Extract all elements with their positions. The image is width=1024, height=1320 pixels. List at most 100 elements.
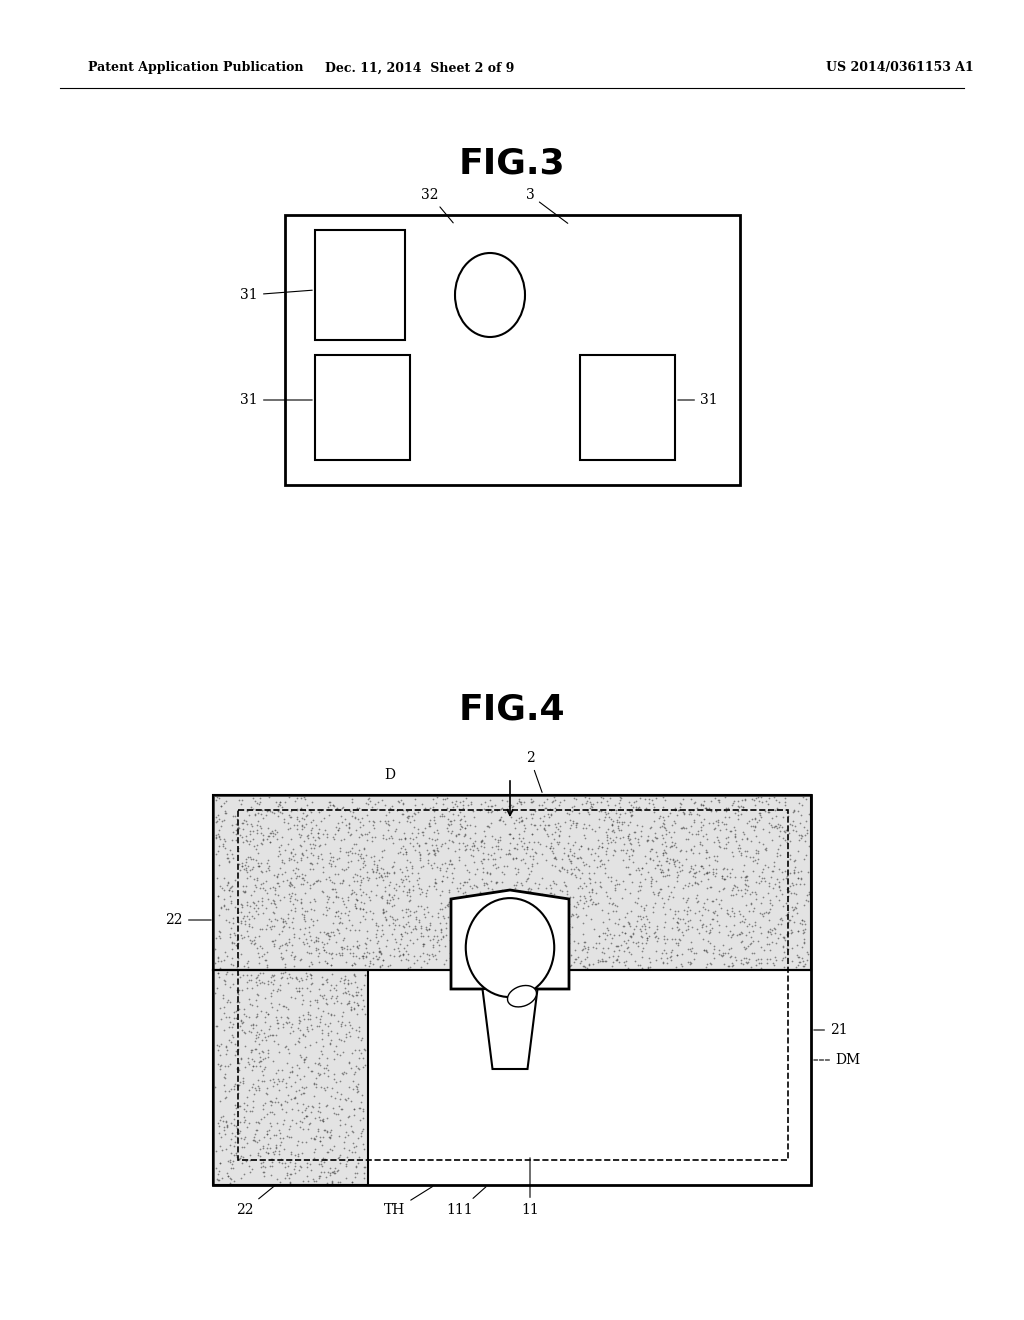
- Point: [341, 990, 357, 1011]
- Point: [469, 858, 485, 879]
- Point: [330, 813, 346, 834]
- Point: [395, 937, 412, 958]
- Point: [331, 923, 347, 944]
- Point: [601, 892, 617, 913]
- Point: [633, 895, 649, 916]
- Point: [632, 788, 648, 809]
- Point: [312, 1008, 329, 1030]
- Point: [686, 791, 702, 812]
- Point: [356, 824, 373, 845]
- Point: [629, 911, 645, 932]
- Point: [577, 949, 593, 970]
- Point: [327, 824, 343, 845]
- Point: [471, 941, 487, 962]
- Point: [656, 813, 673, 834]
- Point: [736, 874, 753, 895]
- Point: [347, 863, 364, 884]
- Point: [748, 842, 764, 863]
- Point: [591, 933, 607, 954]
- Point: [542, 837, 558, 858]
- Point: [374, 887, 390, 908]
- Point: [354, 867, 371, 888]
- Point: [212, 1045, 228, 1067]
- Point: [299, 847, 315, 869]
- Point: [455, 920, 471, 941]
- Point: [411, 878, 427, 899]
- Point: [480, 925, 497, 946]
- Point: [714, 866, 730, 887]
- Point: [238, 913, 254, 935]
- Point: [751, 791, 767, 812]
- Point: [482, 796, 499, 817]
- Point: [431, 859, 447, 880]
- Point: [340, 890, 356, 911]
- Point: [717, 942, 733, 964]
- Point: [697, 956, 714, 977]
- Point: [302, 843, 318, 865]
- Point: [230, 911, 247, 932]
- Point: [608, 812, 625, 833]
- Point: [478, 954, 495, 975]
- Point: [232, 894, 249, 915]
- Point: [738, 924, 755, 945]
- Point: [458, 882, 474, 903]
- Point: [293, 949, 309, 970]
- Point: [355, 899, 372, 920]
- Point: [455, 925, 471, 946]
- Point: [561, 913, 578, 935]
- Point: [527, 895, 544, 916]
- Point: [676, 803, 692, 824]
- Point: [706, 858, 722, 879]
- Point: [229, 979, 246, 1001]
- Point: [543, 832, 559, 853]
- Point: [263, 972, 280, 993]
- Point: [329, 986, 345, 1007]
- Point: [296, 1107, 312, 1129]
- Point: [352, 817, 369, 838]
- Point: [791, 825, 807, 846]
- Point: [685, 858, 701, 879]
- Point: [558, 891, 574, 912]
- Point: [592, 950, 608, 972]
- Point: [407, 915, 423, 936]
- Point: [605, 820, 622, 841]
- Ellipse shape: [455, 253, 525, 337]
- Point: [762, 890, 778, 911]
- Point: [217, 1088, 233, 1109]
- Point: [588, 894, 604, 915]
- Point: [240, 950, 256, 972]
- Point: [379, 862, 395, 883]
- Point: [692, 870, 709, 891]
- Point: [598, 924, 614, 945]
- Point: [339, 993, 355, 1014]
- Point: [308, 929, 325, 950]
- Point: [580, 838, 596, 859]
- Point: [664, 928, 680, 949]
- Point: [494, 797, 510, 818]
- Point: [737, 866, 754, 887]
- Point: [430, 822, 446, 843]
- Point: [253, 817, 269, 838]
- Point: [480, 944, 497, 965]
- Point: [293, 867, 309, 888]
- Point: [776, 928, 793, 949]
- Point: [264, 915, 281, 936]
- Point: [545, 895, 561, 916]
- Point: [350, 797, 367, 818]
- Point: [782, 830, 799, 851]
- Point: [430, 907, 446, 928]
- Point: [418, 916, 434, 937]
- Point: [739, 952, 756, 973]
- Point: [797, 932, 813, 953]
- Point: [744, 920, 761, 941]
- Point: [419, 840, 435, 861]
- Point: [303, 929, 319, 950]
- Point: [670, 800, 686, 821]
- Point: [693, 820, 710, 841]
- Point: [698, 824, 715, 845]
- Point: [542, 874, 558, 895]
- Text: FIG.3: FIG.3: [459, 147, 565, 180]
- Point: [459, 834, 475, 855]
- Point: [565, 895, 582, 916]
- Point: [479, 952, 496, 973]
